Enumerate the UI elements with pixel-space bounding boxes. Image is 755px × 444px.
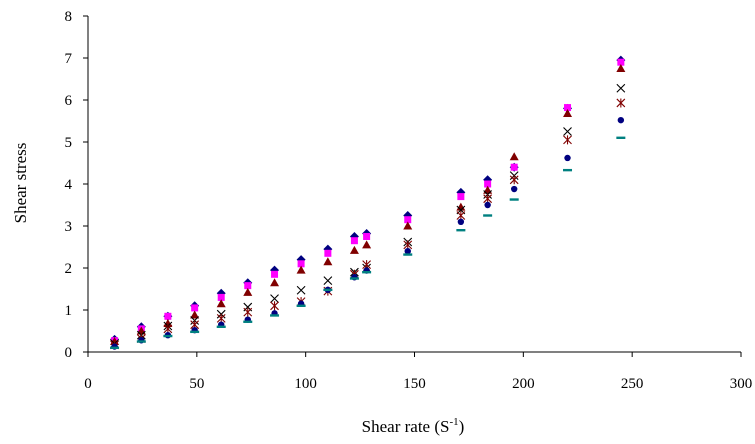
series-5	[110, 98, 626, 350]
x-tick-label: 100	[294, 376, 317, 392]
y-tick-label: 1	[65, 303, 73, 319]
data-point-dash	[362, 271, 372, 274]
data-point-circle	[404, 248, 411, 255]
data-point-dash	[216, 325, 226, 328]
data-point-triangle	[456, 202, 466, 211]
data-point-triangle	[616, 64, 626, 72]
data-point-dash	[296, 304, 306, 307]
series-4	[110, 83, 626, 348]
data-point-circle	[457, 218, 465, 225]
series-2	[111, 58, 625, 345]
data-point-dash	[243, 320, 253, 323]
data-point-square	[617, 58, 625, 66]
data-point-square	[457, 193, 465, 201]
data-point-circle	[617, 116, 625, 124]
data-point-triangle	[190, 310, 200, 319]
data-point-circle	[510, 185, 518, 193]
data-point-star	[403, 240, 413, 250]
data-point-dash	[163, 334, 173, 338]
data-point-dash	[456, 229, 466, 232]
x-tick-label: 0	[84, 376, 92, 392]
data-point-square	[324, 249, 332, 257]
data-point-triangle	[563, 108, 573, 117]
data-point-square	[564, 104, 572, 112]
y-tick-label: 4	[65, 177, 73, 193]
x-tick-label: 150	[403, 376, 426, 392]
x-axis-title: Shear rate (S-1)	[362, 416, 465, 436]
data-point-triangle	[362, 240, 372, 249]
y-tick-label: 6	[65, 93, 73, 109]
data-point-dash	[110, 346, 120, 349]
y-tick-label: 0	[65, 345, 73, 361]
data-point-x	[323, 276, 333, 285]
y-tick-label: 3	[65, 219, 73, 235]
data-point-triangle	[243, 287, 253, 296]
x-tick-label: 200	[512, 376, 535, 392]
data-point-triangle	[216, 299, 226, 308]
data-point-circle	[484, 201, 491, 209]
data-point-dash	[403, 253, 413, 256]
data-point-square	[244, 282, 252, 290]
y-tick-label: 8	[65, 9, 73, 25]
data-point-square	[271, 270, 279, 278]
data-point-square	[350, 237, 358, 245]
data-point-square	[164, 312, 172, 320]
data-point-x	[296, 285, 306, 295]
series-3	[110, 64, 626, 345]
data-point-triangle	[163, 318, 173, 327]
data-point-dash	[563, 168, 573, 172]
data-point-triangle	[349, 245, 359, 254]
data-point-dash	[136, 340, 146, 343]
data-point-triangle	[270, 278, 280, 287]
data-point-star	[509, 175, 519, 185]
data-point-triangle	[509, 152, 519, 161]
data-point-star	[270, 301, 279, 311]
data-point-x	[270, 294, 279, 304]
y-axis-title: Shear stress	[11, 143, 30, 224]
data-point-star	[163, 324, 173, 334]
data-point-star	[483, 194, 493, 204]
x-axis-title-close: )	[459, 417, 465, 436]
x-tick-label: 300	[730, 376, 753, 392]
x-tick-label: 50	[189, 376, 204, 392]
data-point-x	[616, 83, 626, 93]
data-point-dash	[483, 214, 493, 217]
data-point-dash	[270, 314, 280, 317]
x-tick-label: 250	[621, 376, 644, 392]
data-point-triangle	[323, 257, 333, 266]
data-point-star	[563, 135, 572, 145]
data-point-dash	[509, 198, 519, 201]
y-tick-label: 7	[65, 51, 73, 67]
data-point-square	[510, 163, 518, 171]
data-point-square	[297, 260, 305, 268]
y-tick-label: 5	[65, 135, 73, 151]
data-point-x	[563, 127, 572, 136]
series-1	[110, 55, 626, 344]
data-point-square	[191, 304, 199, 312]
data-point-dash	[323, 288, 333, 292]
data-point-dash	[190, 330, 200, 334]
data-point-star	[243, 307, 253, 317]
axes: 0 50 100 150 200 250 300 0 1 2 3 4 5 6 7 8	[65, 9, 753, 392]
data-point-triangle	[296, 265, 306, 274]
data-point-square	[363, 233, 371, 240]
data-point-star	[456, 211, 466, 220]
data-point-square	[484, 180, 492, 188]
data-point-star	[216, 313, 226, 323]
y-tick-label: 2	[65, 261, 73, 277]
data-point-star	[616, 98, 626, 108]
data-point-triangle	[403, 221, 413, 230]
x-axis-title-superscript: -1	[449, 416, 458, 428]
data-point-square	[404, 216, 412, 224]
data-point-dash	[616, 136, 626, 139]
series-7	[110, 136, 626, 349]
data-point-dash	[349, 277, 359, 280]
data-point-circle	[564, 154, 571, 162]
data-marks	[110, 55, 626, 350]
data-point-square	[217, 293, 225, 301]
x-axis-title-text: Shear rate (S	[362, 417, 450, 436]
